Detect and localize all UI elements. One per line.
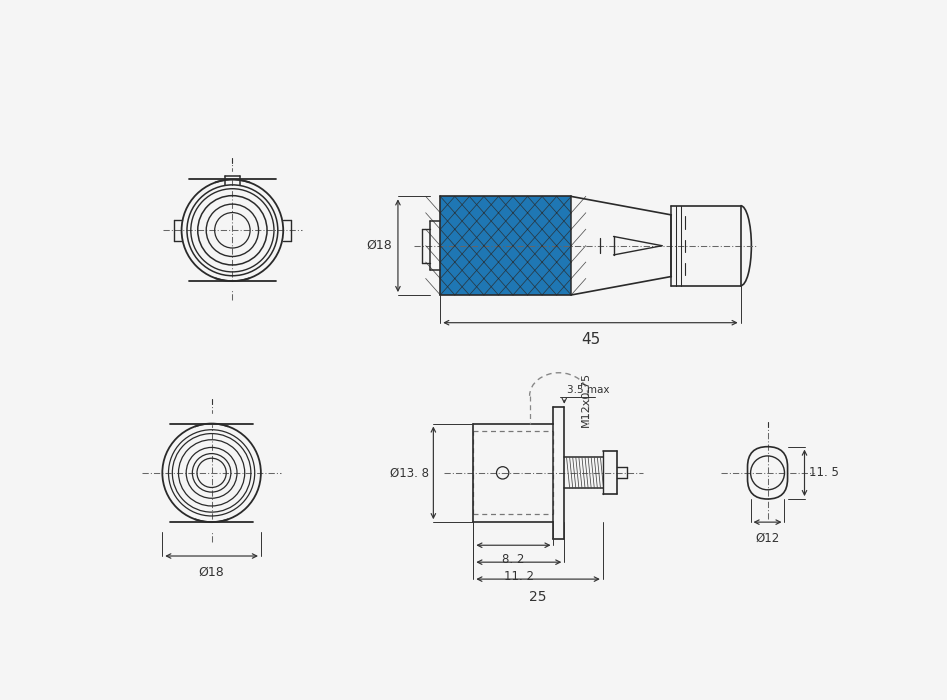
Text: 45: 45 [581,332,600,347]
Text: Ø13. 8: Ø13. 8 [390,466,429,480]
Text: 11. 5: 11. 5 [809,466,839,480]
Text: 11. 2: 11. 2 [504,570,534,583]
Text: 8. 2: 8. 2 [502,553,525,566]
Text: Ø18: Ø18 [366,239,392,252]
Bar [440,197,571,295]
Text: 25: 25 [529,590,546,604]
Text: Ø18: Ø18 [199,566,224,578]
Text: 3.5 max: 3.5 max [567,385,610,395]
Text: Ø12: Ø12 [756,531,779,545]
Text: M12x0.75: M12x0.75 [581,372,591,427]
